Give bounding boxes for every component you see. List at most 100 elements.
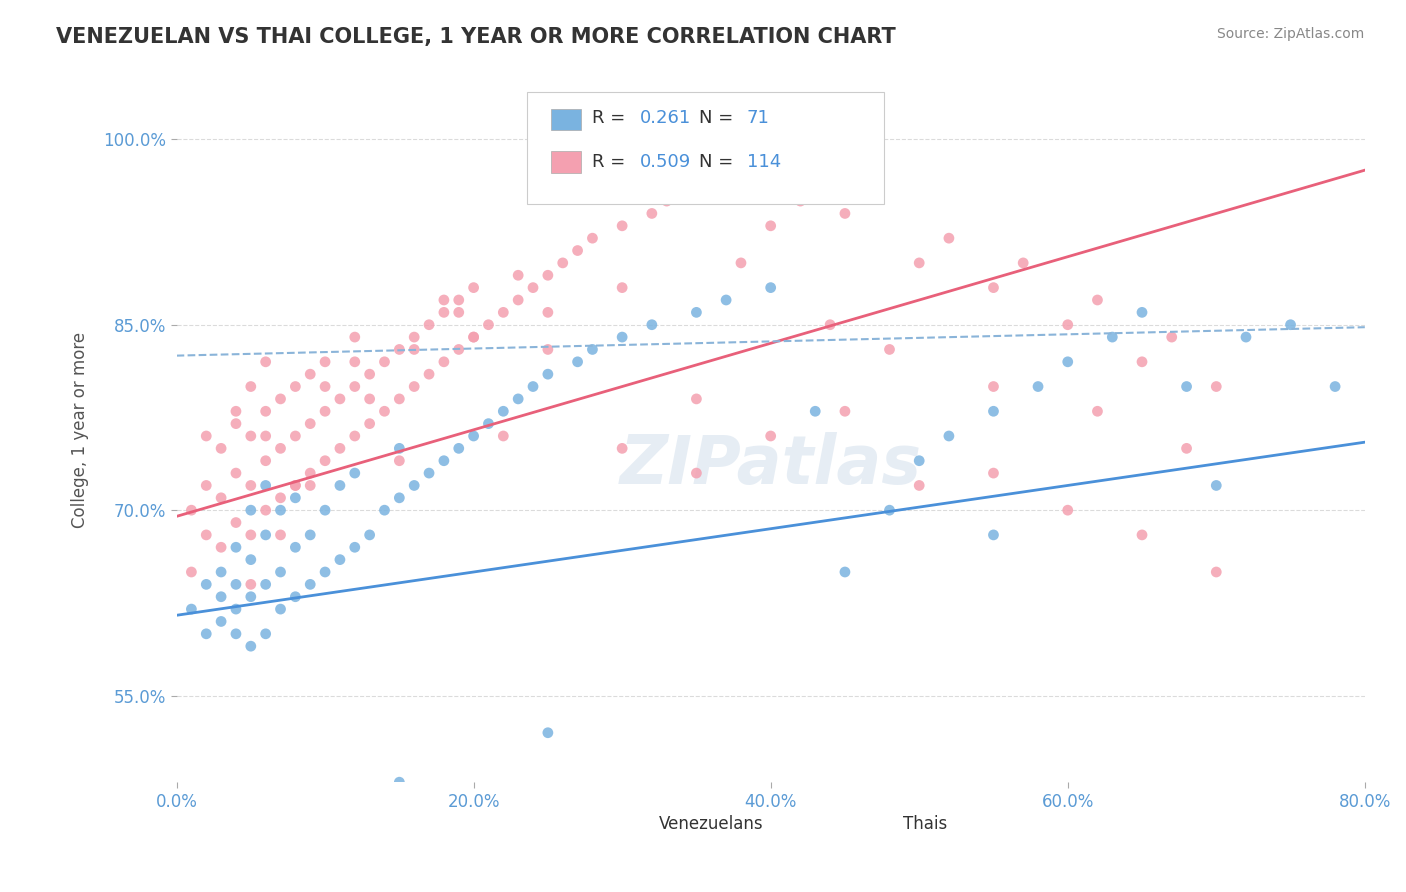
Text: 114: 114	[747, 153, 782, 171]
Point	[789, 194, 811, 208]
Point	[329, 478, 352, 492]
Point	[463, 280, 485, 294]
Point	[180, 565, 202, 579]
Point	[433, 355, 456, 369]
Point	[359, 417, 381, 431]
Point	[284, 590, 307, 604]
Point	[655, 194, 678, 208]
Point	[1012, 256, 1035, 270]
Point	[759, 280, 782, 294]
Point	[225, 577, 247, 591]
Point	[834, 565, 856, 579]
Point	[433, 293, 456, 307]
Text: ZIPatlas: ZIPatlas	[620, 432, 922, 498]
Point	[284, 379, 307, 393]
Point	[522, 379, 544, 393]
Text: 71: 71	[747, 109, 770, 127]
Point	[359, 367, 381, 381]
Point	[537, 268, 560, 283]
Point	[1205, 478, 1227, 492]
Point	[522, 280, 544, 294]
Point	[1026, 379, 1049, 393]
Point	[225, 541, 247, 555]
Point	[180, 602, 202, 616]
Point	[1101, 330, 1123, 344]
Point	[299, 367, 322, 381]
Point	[299, 417, 322, 431]
Y-axis label: College, 1 year or more: College, 1 year or more	[72, 332, 89, 528]
Point	[343, 429, 366, 443]
Point	[314, 503, 336, 517]
Point	[254, 429, 277, 443]
Point	[983, 379, 1005, 393]
Point	[418, 318, 440, 332]
Point	[329, 552, 352, 566]
Point	[314, 404, 336, 418]
Point	[641, 206, 664, 220]
Point	[359, 528, 381, 542]
Point	[983, 280, 1005, 294]
Point	[284, 491, 307, 505]
Point	[299, 528, 322, 542]
Point	[983, 404, 1005, 418]
Point	[209, 491, 232, 505]
Text: VENEZUELAN VS THAI COLLEGE, 1 YEAR OR MORE CORRELATION CHART: VENEZUELAN VS THAI COLLEGE, 1 YEAR OR MO…	[56, 27, 896, 46]
Point	[270, 503, 292, 517]
Point	[388, 454, 411, 468]
Text: R =: R =	[592, 153, 631, 171]
Point	[537, 343, 560, 357]
Point	[908, 478, 931, 492]
Point	[254, 577, 277, 591]
Point	[239, 379, 262, 393]
Point	[180, 503, 202, 517]
Text: Source: ZipAtlas.com: Source: ZipAtlas.com	[1216, 27, 1364, 41]
Point	[1056, 503, 1078, 517]
Point	[195, 528, 218, 542]
Point	[463, 330, 485, 344]
Point	[508, 392, 530, 406]
Text: N =: N =	[699, 153, 740, 171]
Point	[195, 577, 218, 591]
Point	[730, 256, 752, 270]
Point	[299, 478, 322, 492]
Point	[447, 305, 470, 319]
Point	[343, 466, 366, 480]
Point	[254, 454, 277, 468]
Point	[477, 318, 499, 332]
Point	[254, 627, 277, 641]
Point	[685, 182, 707, 196]
Point	[284, 541, 307, 555]
Point	[1056, 355, 1078, 369]
Point	[447, 293, 470, 307]
Point	[388, 491, 411, 505]
Point	[284, 478, 307, 492]
Point	[388, 442, 411, 456]
Point	[270, 442, 292, 456]
Point	[404, 330, 426, 344]
Point	[254, 503, 277, 517]
Point	[804, 404, 827, 418]
Point	[492, 305, 515, 319]
Point	[254, 355, 277, 369]
Point	[908, 454, 931, 468]
Point	[433, 454, 456, 468]
Text: 0.261: 0.261	[640, 109, 692, 127]
Point	[447, 343, 470, 357]
Point	[641, 318, 664, 332]
Point	[239, 429, 262, 443]
Point	[567, 355, 589, 369]
Point	[359, 392, 381, 406]
Point	[1175, 442, 1198, 456]
Point	[610, 280, 633, 294]
Point	[314, 379, 336, 393]
Point	[388, 343, 411, 357]
Point	[685, 392, 707, 406]
Point	[329, 392, 352, 406]
Point	[908, 256, 931, 270]
Point	[209, 590, 232, 604]
Point	[418, 367, 440, 381]
Point	[447, 442, 470, 456]
Text: Thais: Thais	[903, 815, 948, 833]
Point	[818, 318, 841, 332]
Point	[759, 219, 782, 233]
